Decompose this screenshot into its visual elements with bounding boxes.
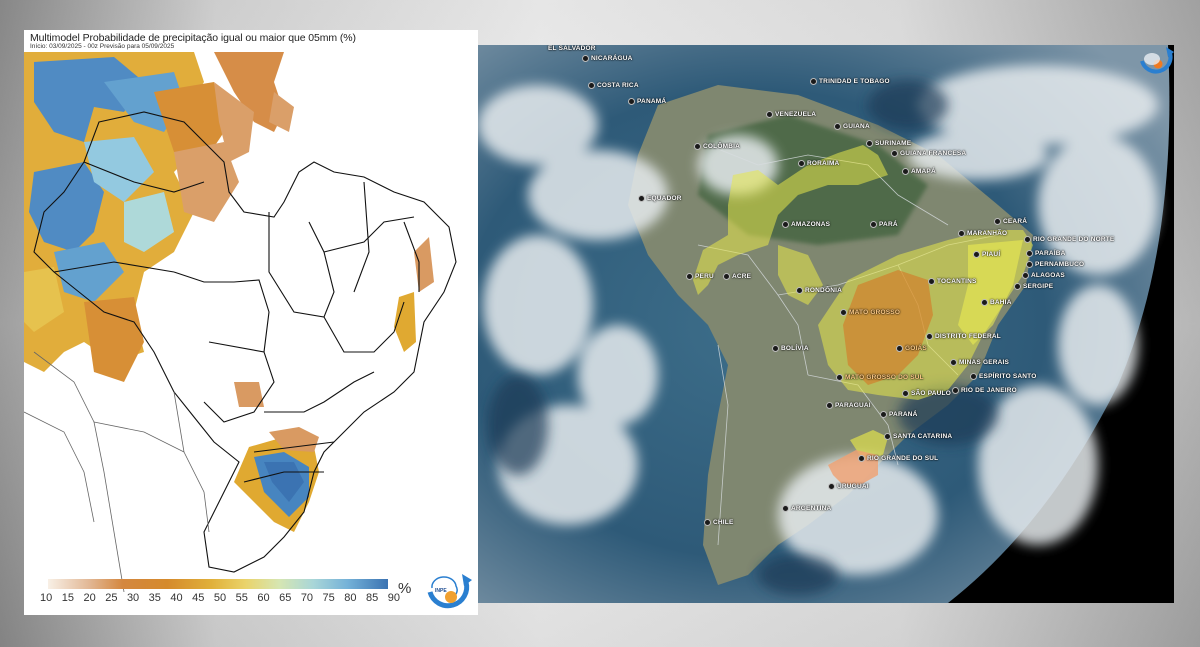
country-label: NICARÁGUA bbox=[582, 55, 633, 62]
country-label: CHILE bbox=[704, 519, 734, 526]
legend-tick-labels: 10 15 20 25 30 35 40 45 50 55 60 65 70 7… bbox=[40, 592, 400, 606]
country-label: URUGUAI bbox=[828, 483, 869, 490]
country-label: PERU bbox=[686, 273, 714, 280]
south-probability-fill bbox=[234, 237, 434, 532]
country-label: GUIANA FRANCESA bbox=[891, 150, 966, 157]
state-label: MINAS GERAIS bbox=[950, 359, 1009, 366]
state-label: PARANÁ bbox=[880, 411, 918, 418]
state-label: RIO GRANDE DO NORTE bbox=[1024, 236, 1114, 243]
legend-tick: 10 bbox=[40, 592, 53, 604]
state-label: RIO DE JANEIRO bbox=[952, 387, 1017, 394]
country-label: COLÔMBIA bbox=[694, 143, 740, 150]
state-label: SERGIPE bbox=[1014, 283, 1053, 290]
legend-tick: 35 bbox=[148, 592, 161, 604]
legend-color-bar bbox=[48, 579, 388, 589]
legend-tick: 25 bbox=[105, 592, 118, 604]
country-label: BOLÍVIA bbox=[772, 345, 809, 352]
legend-tick: 45 bbox=[192, 592, 205, 604]
satellite-alert-map: EL SALVADOR NICARÁGUA COSTA RICA PANAMÁ … bbox=[478, 45, 1174, 603]
legend-tick: 85 bbox=[366, 592, 379, 604]
state-label: PIAUÍ bbox=[973, 251, 1000, 258]
legend-tick: 70 bbox=[300, 592, 314, 604]
legend-unit: % bbox=[398, 580, 412, 597]
state-label: PARAÍBA bbox=[1026, 250, 1066, 257]
legend-tick: 60 bbox=[257, 592, 270, 604]
brazil-probability-map bbox=[24, 52, 457, 592]
country-label: PARAGUAI bbox=[826, 402, 871, 409]
svg-text:INPE: INPE bbox=[435, 588, 447, 594]
state-label: AMAPÁ bbox=[902, 168, 936, 175]
legend-tick: 90 bbox=[387, 592, 400, 604]
state-label: MATO GROSSO DO SUL bbox=[836, 374, 924, 381]
state-label: PARÁ bbox=[870, 221, 898, 228]
country-label: PANAMÁ bbox=[628, 98, 666, 105]
satellite-image bbox=[478, 45, 1174, 603]
legend-tick: 40 bbox=[170, 592, 183, 604]
country-label: TRINIDAD E TOBAGO bbox=[810, 78, 890, 85]
legend-tick: 75 bbox=[322, 592, 335, 604]
probability-fill bbox=[24, 52, 294, 382]
state-label: CEARÁ bbox=[994, 218, 1027, 225]
state-label: RIO GRANDE DO SUL bbox=[858, 455, 938, 462]
state-label: ALAGOAS bbox=[1022, 272, 1065, 279]
legend-tick: 55 bbox=[235, 592, 248, 604]
state-label: BAHIA bbox=[981, 299, 1012, 306]
state-borders bbox=[33, 111, 457, 573]
legend-tick: 30 bbox=[126, 592, 140, 604]
legend-tick: 50 bbox=[213, 592, 227, 604]
state-label: MARANHÃO bbox=[958, 230, 1007, 237]
state-label: RONDÔNIA bbox=[796, 287, 842, 294]
country-label: GUIANA bbox=[834, 123, 870, 130]
legend-tick: 65 bbox=[279, 592, 292, 604]
state-label: SÃO PAULO bbox=[902, 390, 951, 397]
legend-tick: 20 bbox=[83, 592, 96, 604]
state-label: AMAZONAS bbox=[782, 221, 830, 228]
state-label: SANTA CATARINA bbox=[884, 433, 952, 440]
inpe-logo-icon bbox=[1140, 47, 1174, 74]
neighbor-country-borders bbox=[24, 351, 210, 592]
country-label: VENEZUELA bbox=[766, 111, 816, 118]
country-label: EL SALVADOR bbox=[548, 45, 596, 52]
map-subtitle: Início: 03/09/2025 - 00z Previsão para 0… bbox=[30, 43, 175, 50]
state-label: PERNAMBUCO bbox=[1026, 261, 1084, 268]
map-title: Multimodel Probabilidade de precipitação… bbox=[30, 32, 356, 44]
state-label: MATO GROSSO bbox=[840, 309, 900, 316]
state-label: DISTRITO FEDERAL bbox=[926, 333, 1001, 340]
state-label: ACRE bbox=[723, 273, 751, 280]
country-label: ARGENTINA bbox=[782, 505, 831, 512]
country-label: SURINAME bbox=[866, 140, 911, 147]
state-label: RORAIMA bbox=[798, 160, 839, 167]
state-label: TOCANTINS bbox=[928, 278, 977, 285]
legend-tick: 15 bbox=[61, 592, 74, 604]
inpe-logo-icon: INPE bbox=[427, 574, 472, 609]
country-label: COSTA RICA bbox=[588, 82, 639, 89]
precipitation-probability-map: Multimodel Probabilidade de precipitação… bbox=[24, 30, 478, 615]
state-label: GOIÁS bbox=[896, 345, 927, 352]
alert-orange-area bbox=[828, 270, 933, 485]
legend-tick: 80 bbox=[344, 592, 357, 604]
country-label: EQUADOR bbox=[638, 195, 682, 202]
state-label: ESPÍRITO SANTO bbox=[970, 373, 1036, 380]
